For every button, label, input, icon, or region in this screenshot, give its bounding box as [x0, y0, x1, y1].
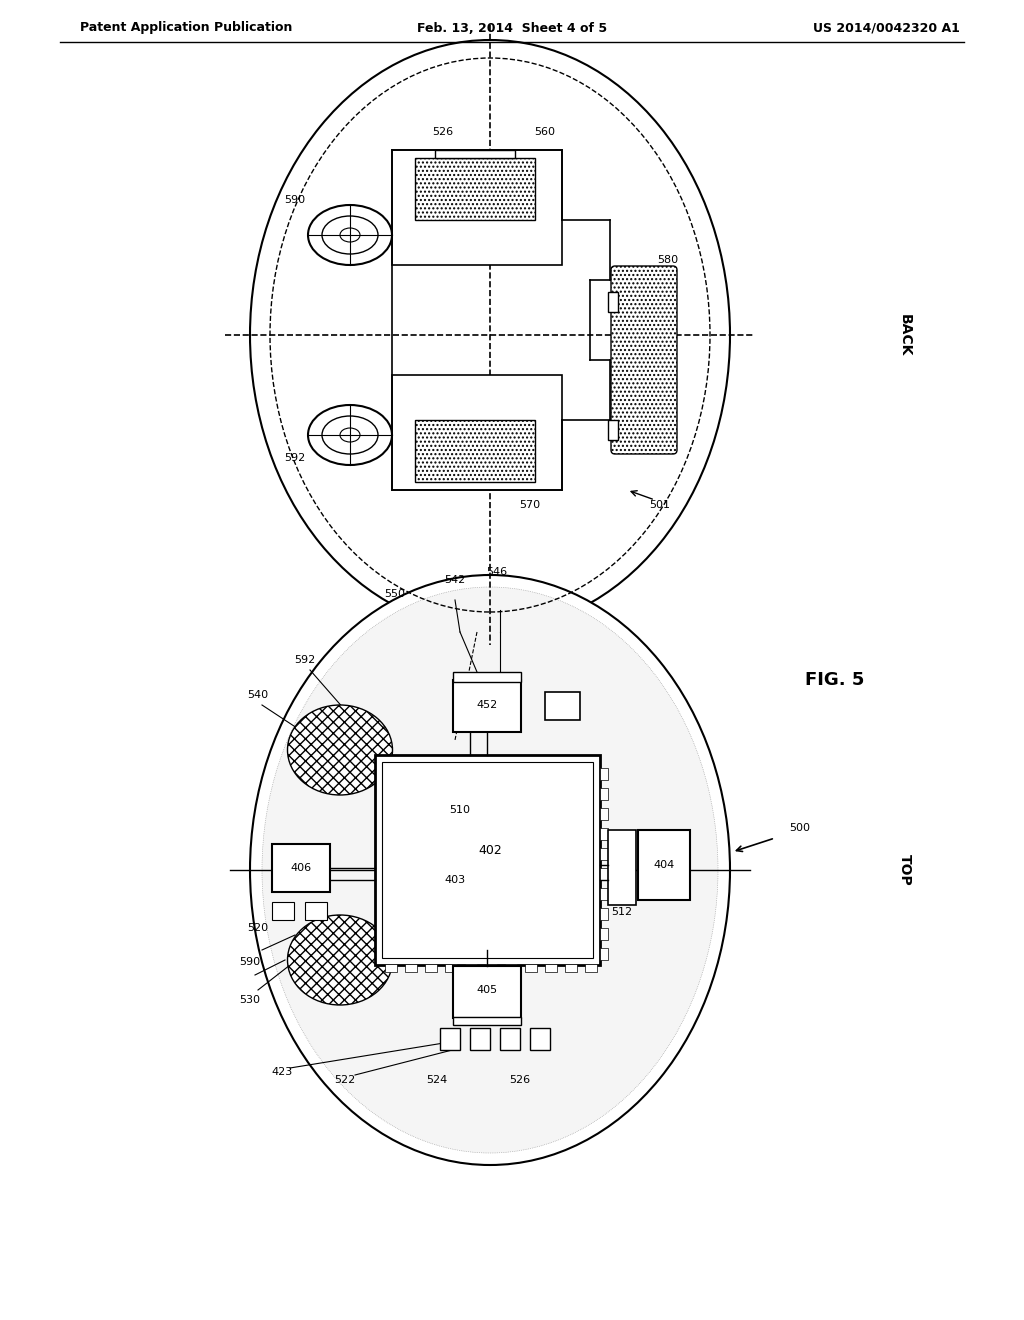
Bar — [545, 692, 580, 719]
Bar — [453, 966, 521, 1018]
Bar — [600, 948, 608, 960]
Text: 592: 592 — [285, 453, 305, 463]
Text: 402: 402 — [478, 843, 502, 857]
Bar — [608, 830, 636, 906]
Text: 540: 540 — [248, 690, 268, 700]
Bar — [600, 908, 608, 920]
Bar — [638, 830, 690, 900]
Bar — [545, 964, 557, 972]
Text: 590: 590 — [285, 195, 305, 205]
Text: US 2014/0042320 A1: US 2014/0042320 A1 — [813, 21, 961, 34]
Ellipse shape — [340, 428, 360, 442]
Text: 406: 406 — [291, 863, 311, 873]
Bar — [425, 964, 437, 972]
Bar — [445, 964, 457, 972]
Text: 452: 452 — [476, 700, 498, 710]
Ellipse shape — [250, 576, 730, 1166]
Ellipse shape — [250, 40, 730, 630]
Bar — [415, 420, 535, 482]
Ellipse shape — [262, 587, 718, 1152]
Text: 546: 546 — [486, 568, 508, 577]
Bar — [485, 964, 497, 972]
Text: 423: 423 — [271, 1067, 293, 1077]
Bar — [465, 964, 477, 972]
Bar — [385, 964, 397, 972]
FancyBboxPatch shape — [611, 267, 677, 454]
Text: 510: 510 — [450, 805, 470, 814]
Bar — [435, 150, 515, 158]
Ellipse shape — [308, 205, 392, 265]
Text: 404: 404 — [653, 861, 675, 870]
Text: TOP: TOP — [898, 854, 912, 886]
Bar — [440, 1028, 460, 1049]
Text: 592: 592 — [294, 655, 315, 665]
Bar — [600, 847, 608, 861]
Text: Feb. 13, 2014  Sheet 4 of 5: Feb. 13, 2014 Sheet 4 of 5 — [417, 21, 607, 34]
Bar — [565, 964, 577, 972]
Bar — [600, 928, 608, 940]
Bar — [505, 964, 517, 972]
Text: 580: 580 — [657, 255, 679, 265]
Bar — [600, 768, 608, 780]
Bar — [608, 420, 618, 440]
Bar — [272, 843, 330, 892]
Text: 560: 560 — [535, 127, 555, 137]
Bar — [530, 1028, 550, 1049]
Text: 512: 512 — [611, 907, 633, 917]
Text: 501: 501 — [649, 500, 671, 510]
Text: 403: 403 — [444, 875, 466, 884]
Bar — [600, 808, 608, 820]
Bar — [608, 292, 618, 312]
Bar — [585, 964, 597, 972]
Ellipse shape — [308, 405, 392, 465]
Text: 590: 590 — [240, 957, 260, 968]
Ellipse shape — [322, 216, 378, 253]
Bar — [392, 150, 562, 265]
Bar — [272, 902, 294, 920]
Text: 405: 405 — [476, 985, 498, 995]
Text: 530: 530 — [240, 995, 260, 1005]
Text: 500: 500 — [790, 822, 811, 833]
Ellipse shape — [288, 915, 392, 1005]
Bar — [600, 788, 608, 800]
Text: 542: 542 — [444, 576, 466, 585]
Bar — [600, 828, 608, 840]
Bar — [453, 680, 521, 733]
Text: 550: 550 — [384, 589, 406, 599]
Bar — [375, 755, 600, 965]
Bar — [305, 902, 327, 920]
Text: FIG. 5: FIG. 5 — [805, 671, 864, 689]
Text: 520: 520 — [248, 923, 268, 933]
Bar — [500, 1028, 520, 1049]
Text: Patent Application Publication: Patent Application Publication — [80, 21, 293, 34]
Bar — [453, 672, 521, 682]
Bar — [470, 1028, 490, 1049]
Ellipse shape — [322, 416, 378, 454]
Bar — [382, 762, 593, 958]
Bar — [406, 964, 417, 972]
Bar — [453, 1016, 521, 1026]
Bar — [415, 158, 535, 220]
Bar — [600, 869, 608, 880]
Ellipse shape — [288, 705, 392, 795]
Text: 526: 526 — [509, 1074, 530, 1085]
Text: BACK: BACK — [898, 314, 912, 356]
Bar — [392, 375, 562, 490]
Bar — [525, 964, 537, 972]
Text: 524: 524 — [426, 1074, 447, 1085]
Text: 526: 526 — [432, 127, 454, 137]
Text: 570: 570 — [519, 500, 541, 510]
Ellipse shape — [340, 228, 360, 242]
Bar — [600, 888, 608, 900]
Text: 522: 522 — [335, 1074, 355, 1085]
